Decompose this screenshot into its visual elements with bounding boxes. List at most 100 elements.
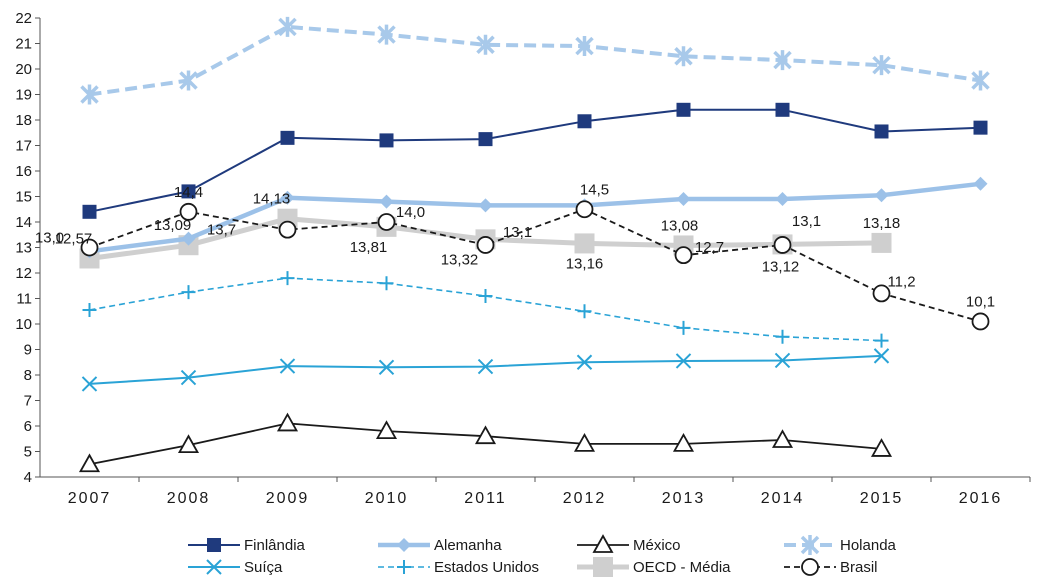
legend-marker-oecd: [593, 557, 613, 577]
y-tick-label: 10: [15, 316, 32, 333]
legend-label: Brasil: [840, 559, 878, 576]
legend-item-mexico: México: [577, 534, 681, 554]
y-tick-label: 17: [15, 138, 32, 155]
y-tick-label: 9: [24, 342, 32, 359]
data-point-finlandia: [775, 102, 790, 117]
legend-item-suica: Suíça: [188, 559, 283, 576]
data-point-holanda: [278, 16, 297, 37]
data-point-alemanha: [181, 231, 196, 246]
data-point-holanda: [179, 70, 198, 91]
data-labels: 13,0 14,4 13,7 14,0 13,1 14,5 12,7 13,1 11,2 10,1…: [35, 181, 995, 310]
x-tick-label: 2015: [860, 490, 904, 507]
y-tick-label: 8: [24, 367, 32, 384]
series-line-alemanha: [89, 181, 981, 254]
data-point-suica: [279, 358, 296, 374]
y-tick-label: 11: [16, 291, 32, 308]
data-point-oecd: [871, 232, 892, 253]
y-tick-label: 4: [24, 469, 32, 486]
x-tick-label: 2008: [167, 490, 211, 507]
data-point-finlandia: [577, 114, 592, 129]
data-point-alemanha: [874, 188, 889, 203]
data-point-brasil: [971, 312, 990, 331]
data-point-finlandia: [874, 124, 889, 139]
data-label: 13,16: [566, 255, 604, 272]
series-eua: [82, 271, 889, 348]
legend-label: OECD - Média: [633, 559, 731, 576]
data-label: 13,08: [661, 217, 699, 234]
data-point-eua: [280, 271, 295, 286]
data-point-eua: [775, 329, 790, 344]
data-point-mexico: [870, 438, 893, 457]
series-layer: [78, 16, 990, 473]
legend-label: Finlândia: [244, 537, 306, 554]
legend-marker-mexico: [592, 534, 614, 553]
data-point-brasil: [476, 236, 495, 254]
data-label: 14,0: [396, 204, 425, 221]
data-point-brasil: [872, 284, 891, 303]
data-point-finlandia: [82, 204, 97, 219]
data-label: 10,1: [966, 293, 995, 310]
legend-label: Suíça: [244, 559, 283, 576]
x-tick-label: 2014: [761, 490, 805, 507]
data-label: 13,32: [441, 251, 479, 268]
legend-item-eua: Estados Unidos: [378, 559, 539, 576]
legend-item-brasil: Brasil: [784, 558, 878, 576]
data-point-eua: [82, 302, 97, 317]
data-point-alemanha: [676, 192, 691, 207]
data-label: 13,1: [792, 213, 821, 230]
axes: 4 5 6 7 8 9 10 11 12 13 14 15 16 17 18 19 20 21 22 2007 2008…: [15, 10, 1031, 507]
data-point-finlandia: [181, 184, 196, 199]
data-point-suica: [675, 353, 692, 369]
data-point-eua: [577, 304, 592, 319]
data-point-brasil: [278, 220, 297, 239]
data-label: 14,4: [174, 184, 203, 201]
y-tick-label: 6: [24, 418, 32, 435]
series-line-eua: [89, 277, 882, 342]
data-point-eua: [181, 285, 196, 300]
x-tick-label: 2016: [959, 490, 1003, 507]
data-point-mexico: [276, 412, 299, 432]
data-point-mexico: [771, 429, 794, 448]
legend-marker-alemanha: [397, 538, 411, 552]
legend-label: Alemanha: [434, 537, 502, 554]
x-tick-label: 2013: [662, 490, 706, 507]
legend-label: Estados Unidos: [434, 559, 539, 576]
y-tick-label: 19: [15, 87, 32, 104]
data-point-mexico: [672, 433, 695, 452]
data-point-holanda: [80, 84, 99, 105]
y-tick-label: 21: [15, 36, 32, 53]
series-line-holanda: [89, 24, 981, 97]
x-tick-label: 2007: [68, 490, 112, 507]
data-point-alemanha: [775, 192, 790, 207]
y-tick-label: 16: [15, 163, 32, 180]
series-line-suica: [89, 354, 882, 385]
legend-item-finlandia: Finlândia: [188, 537, 306, 554]
legend: Finlândia Alemanha México Holanda Suíça Estad…: [188, 534, 897, 577]
data-point-alemanha: [379, 194, 394, 209]
data-point-mexico: [78, 453, 101, 473]
data-point-mexico: [474, 425, 497, 445]
series-brasil: [80, 200, 990, 331]
legend-marker-finlandia: [207, 538, 221, 552]
data-point-brasil: [773, 236, 792, 254]
data-point-suica: [774, 352, 791, 369]
data-label: 13,7: [207, 222, 236, 239]
series-mexico: [78, 412, 893, 473]
legend-marker-brasil: [801, 558, 819, 576]
data-label: 13,1: [503, 224, 532, 241]
data-point-mexico: [573, 433, 596, 452]
data-point-brasil: [377, 213, 396, 231]
data-point-suica: [180, 369, 197, 386]
x-tick-label: 2011: [464, 490, 506, 507]
y-tick-label: 14: [15, 214, 32, 231]
legend-marker-holanda: [800, 535, 820, 555]
y-tick-label: 13: [15, 240, 32, 257]
y-tick-label: 7: [24, 393, 32, 410]
data-label: 12,7: [695, 239, 724, 256]
data-point-holanda: [575, 36, 594, 57]
data-label: 14,13: [253, 191, 291, 208]
data-point-mexico: [177, 434, 200, 454]
data-label: 13,0: [35, 230, 64, 247]
x-tick-label: 2009: [266, 490, 310, 507]
data-point-brasil: [80, 238, 99, 257]
